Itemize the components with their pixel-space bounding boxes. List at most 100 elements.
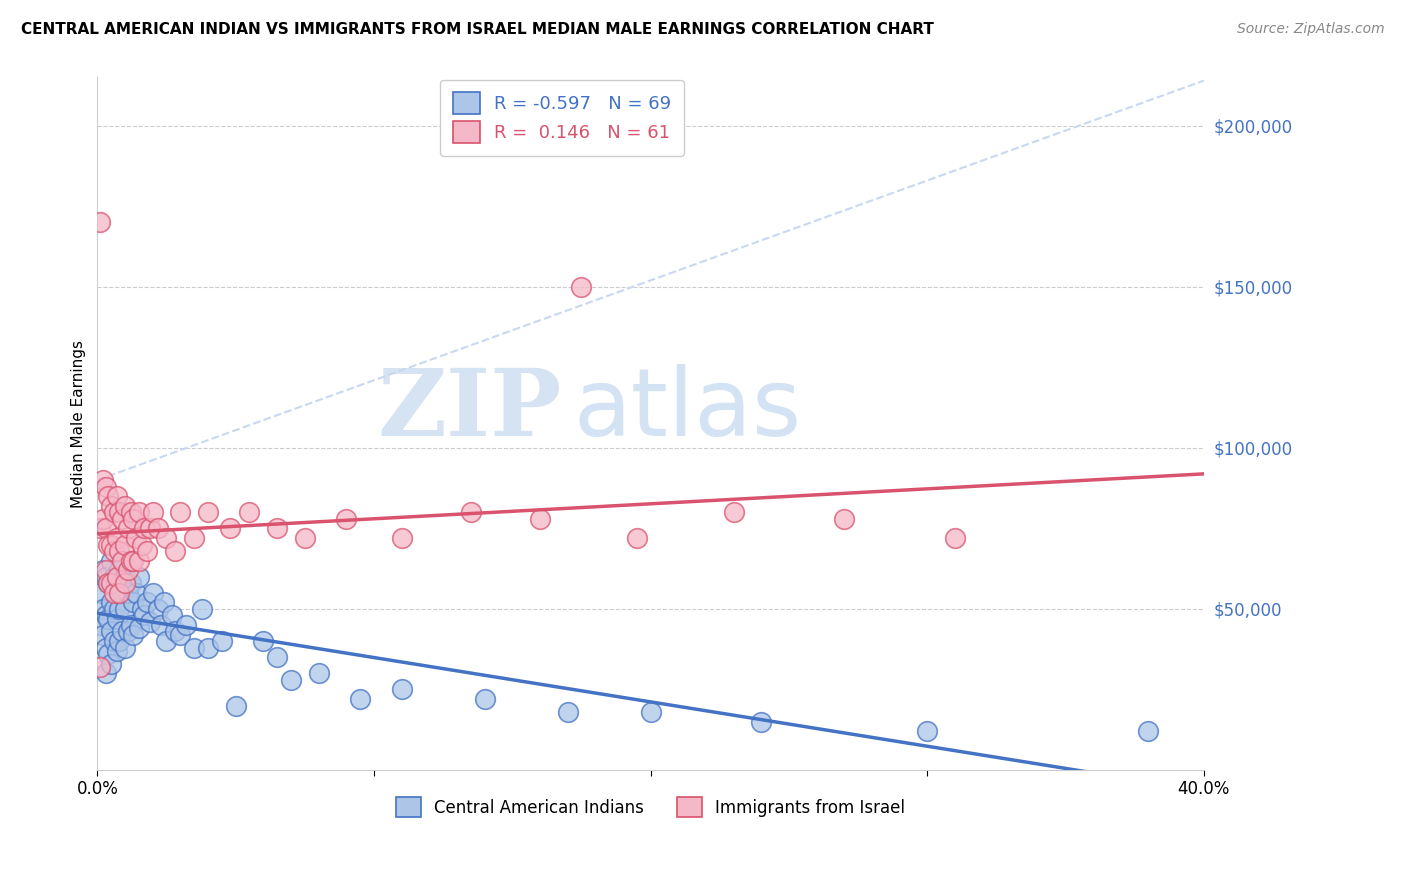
Point [219, 521, 242, 535]
Point [120, 618, 142, 632]
Point [131, 602, 153, 616]
Point [211, 634, 233, 648]
Point [280, 673, 302, 687]
Point [114, 499, 136, 513]
Point [197, 640, 219, 655]
Point [105, 570, 128, 584]
Point [191, 602, 214, 616]
Point [148, 521, 170, 535]
Point [155, 634, 177, 648]
Point [108, 602, 131, 616]
Point [125, 531, 148, 545]
Point [557, 705, 579, 719]
Point [163, 624, 186, 639]
Point [128, 570, 150, 584]
Point [89, 215, 111, 229]
Point [148, 602, 170, 616]
Point [91, 512, 114, 526]
Point [97, 576, 120, 591]
Point [131, 537, 153, 551]
Point [117, 624, 139, 639]
Point [139, 521, 162, 535]
Text: CENTRAL AMERICAN INDIAN VS IMMIGRANTS FROM ISRAEL MEDIAN MALE EARNINGS CORRELATI: CENTRAL AMERICAN INDIAN VS IMMIGRANTS FR… [21, 22, 934, 37]
Point [1137, 724, 1160, 739]
Point [103, 570, 125, 584]
Point [94, 666, 117, 681]
Point [108, 505, 131, 519]
Point [89, 521, 111, 535]
Point [136, 595, 159, 609]
Point [128, 505, 150, 519]
Point [474, 692, 496, 706]
Point [103, 505, 125, 519]
Point [97, 537, 120, 551]
Point [749, 714, 772, 729]
Point [100, 537, 122, 551]
Point [103, 602, 125, 616]
Point [266, 650, 288, 665]
Point [100, 499, 122, 513]
Point [626, 531, 648, 545]
Point [163, 544, 186, 558]
Point [97, 576, 120, 591]
Point [152, 595, 174, 609]
Point [169, 505, 191, 519]
Point [335, 512, 357, 526]
Point [197, 505, 219, 519]
Text: atlas: atlas [574, 364, 801, 456]
Point [91, 628, 114, 642]
Point [252, 634, 274, 648]
Point [120, 505, 142, 519]
Point [114, 640, 136, 655]
Point [640, 705, 662, 719]
Point [529, 512, 551, 526]
Point [120, 553, 142, 567]
Point [943, 531, 966, 545]
Point [108, 586, 131, 600]
Point [128, 553, 150, 567]
Point [97, 611, 120, 625]
Point [100, 576, 122, 591]
Y-axis label: Median Male Earnings: Median Male Earnings [72, 340, 86, 508]
Text: ZIP: ZIP [378, 365, 562, 455]
Point [174, 618, 197, 632]
Point [125, 586, 148, 600]
Point [111, 586, 134, 600]
Point [94, 640, 117, 655]
Point [142, 586, 165, 600]
Point [114, 537, 136, 551]
Point [111, 624, 134, 639]
Point [183, 640, 205, 655]
Point [91, 473, 114, 487]
Point [114, 576, 136, 591]
Point [391, 531, 413, 545]
Point [103, 634, 125, 648]
Point [105, 531, 128, 545]
Point [122, 595, 145, 609]
Point [111, 553, 134, 567]
Point [266, 521, 288, 535]
Point [122, 512, 145, 526]
Point [122, 553, 145, 567]
Point [94, 608, 117, 623]
Point [117, 586, 139, 600]
Point [134, 608, 156, 623]
Point [94, 521, 117, 535]
Point [160, 608, 183, 623]
Point [105, 644, 128, 658]
Point [460, 505, 482, 519]
Point [108, 544, 131, 558]
Point [117, 521, 139, 535]
Point [308, 666, 330, 681]
Text: Source: ZipAtlas.com: Source: ZipAtlas.com [1237, 22, 1385, 37]
Point [89, 660, 111, 674]
Point [100, 595, 122, 609]
Point [225, 698, 247, 713]
Point [108, 563, 131, 577]
Point [294, 531, 316, 545]
Point [128, 621, 150, 635]
Point [91, 563, 114, 577]
Point [114, 570, 136, 584]
Point [100, 553, 122, 567]
Point [94, 570, 117, 584]
